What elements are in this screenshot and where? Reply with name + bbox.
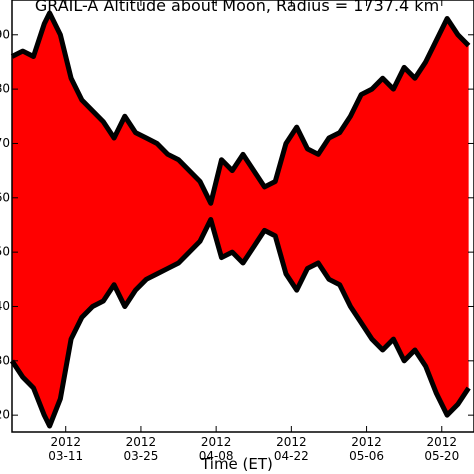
y-tick-label: 20 <box>0 408 10 422</box>
plot-frame <box>11 0 474 433</box>
envelope-line <box>10 10 471 206</box>
band-fill <box>12 13 469 427</box>
y-tick-label: 70 <box>0 136 10 150</box>
x-tick-label: 2012 04-08 <box>198 435 234 463</box>
y-tick-label: 60 <box>0 190 10 204</box>
x-tick-label: 2012 05-20 <box>424 435 460 463</box>
y-tick-label: 80 <box>0 82 10 96</box>
y-tick-label: 90 <box>0 27 10 41</box>
x-tick-label: 2012 04-22 <box>273 435 309 463</box>
x-axis-label: Time (ET) <box>201 455 273 473</box>
envelope-line <box>9 217 471 429</box>
y-tick-label: 40 <box>0 299 10 313</box>
chart-title: GRAIL-A Altitude about Moon, Radius = 17… <box>34 0 440 15</box>
y-tick-label: 50 <box>0 245 10 259</box>
y-tick-label: 30 <box>0 353 10 367</box>
x-tick-label: 2012 05-06 <box>349 435 384 463</box>
x-tick-label: 2012 03-25 <box>123 435 159 463</box>
x-tick-label: 2012 03-11 <box>48 435 84 463</box>
